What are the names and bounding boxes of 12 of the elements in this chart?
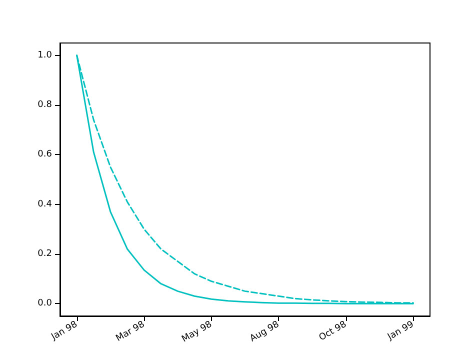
x-tick-label: May 98	[180, 320, 214, 345]
x-tick-label: Jan 98	[49, 320, 80, 343]
y-tick-label: 0.2	[38, 248, 52, 259]
y-tick-label: 0.4	[38, 199, 52, 210]
x-tick-label: Aug 98	[248, 320, 282, 344]
x-tick-label: Mar 98	[114, 320, 147, 344]
y-tick-label: 0.6	[38, 150, 52, 160]
y-tick-label: 0.8	[38, 100, 52, 110]
x-tick-label: Oct 98	[318, 320, 349, 344]
x-tick-label: Jan 99	[385, 320, 416, 343]
y-tick-label: 1.0	[38, 50, 52, 60]
y-tick-label: 0.0	[38, 298, 52, 309]
